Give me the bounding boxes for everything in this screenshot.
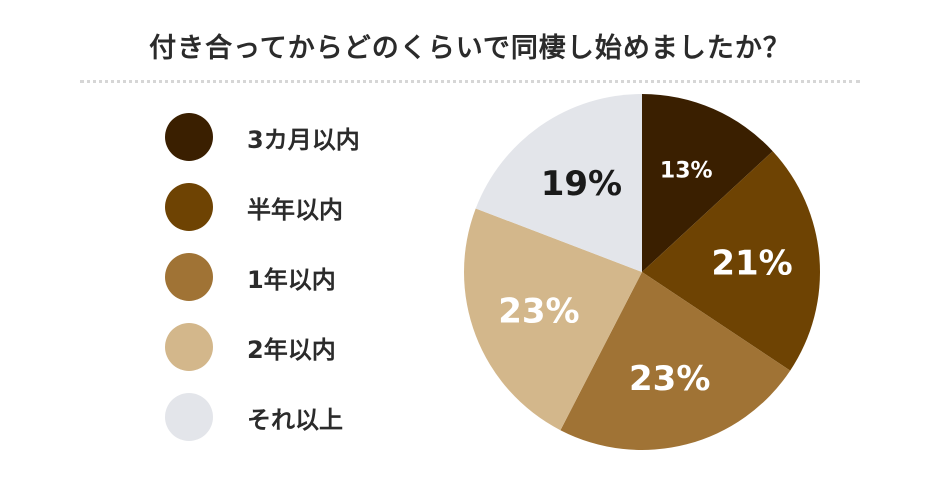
slice-label: 13% [660,158,713,183]
legend-item-1-year: 1年以内 [165,253,360,301]
pie-slice [642,151,821,371]
legend-item-half-year: 半年以内 [165,183,360,231]
slice-label: 21% [711,243,792,283]
legend-swatch [165,183,213,231]
legend-label: 3カ月以内 [247,125,360,154]
legend-swatch [165,393,213,441]
slice-label: 23% [498,291,579,331]
legend-swatch [165,113,213,161]
legend-swatch [165,323,213,371]
legend-label: 1年以内 [247,265,336,294]
legend-label: それ以上 [247,405,343,434]
pie-slice [560,272,791,451]
pie-slice [475,94,642,272]
legend-label: 2年以内 [247,335,336,364]
legend-label: 半年以内 [247,195,343,224]
legend-swatch [165,253,213,301]
legend-item-2-years: 2年以内 [165,323,360,371]
slice-label: 23% [629,359,710,399]
pie-slice [642,93,773,272]
chart-title: 付き合ってからどのくらいで同棲し始めましたか？ [149,33,791,64]
legend: 3カ月以内 半年以内 1年以内 2年以内 それ以上 [165,113,360,463]
legend-item-more: それ以上 [165,393,360,441]
legend-item-3-months: 3カ月以内 [165,113,360,161]
pie-slice [464,208,642,431]
title-divider [80,80,860,83]
slice-label: 19% [541,164,622,204]
